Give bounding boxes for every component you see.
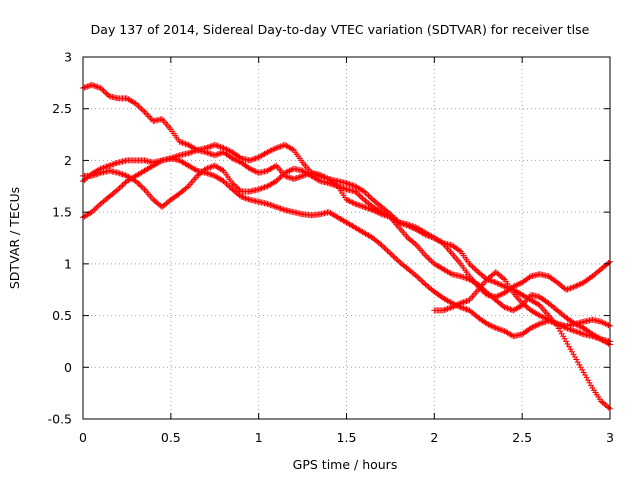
y-axis-label: SDTVAR / TECUs: [7, 187, 22, 289]
y-tick-label: 1: [64, 256, 72, 271]
x-axis-tick-labels: 0 0.5 1 1.5 2 2.5 3: [79, 430, 614, 445]
axis-ticks: [82, 56, 611, 420]
x-axis-label: GPS time / hours: [293, 457, 398, 472]
x-tick-label: 0: [79, 430, 87, 445]
x-tick-label: 1.5: [337, 430, 357, 445]
x-tick-label: 2: [430, 430, 438, 445]
y-tick-label: 3: [64, 50, 72, 65]
y-axis-tick-labels: -0.5 0 0.5 1 1.5 2 2.5 3: [48, 50, 72, 427]
data-point-markers: [431, 269, 613, 345]
x-tick-label: 1: [255, 430, 263, 445]
y-tick-label: 2: [64, 153, 72, 168]
x-tick-label: 2.5: [512, 430, 532, 445]
y-tick-label: 0: [64, 360, 72, 375]
y-tick-label: -0.5: [48, 412, 72, 427]
x-tick-label: 0.5: [161, 430, 181, 445]
y-tick-label: 2.5: [52, 101, 72, 116]
series-5: [431, 269, 613, 345]
chart-title: Day 137 of 2014, Sidereal Day-to-day VTE…: [91, 22, 590, 37]
x-tick-label: 3: [606, 430, 614, 445]
y-tick-label: 0.5: [52, 308, 72, 323]
y-tick-label: 1.5: [52, 205, 72, 220]
